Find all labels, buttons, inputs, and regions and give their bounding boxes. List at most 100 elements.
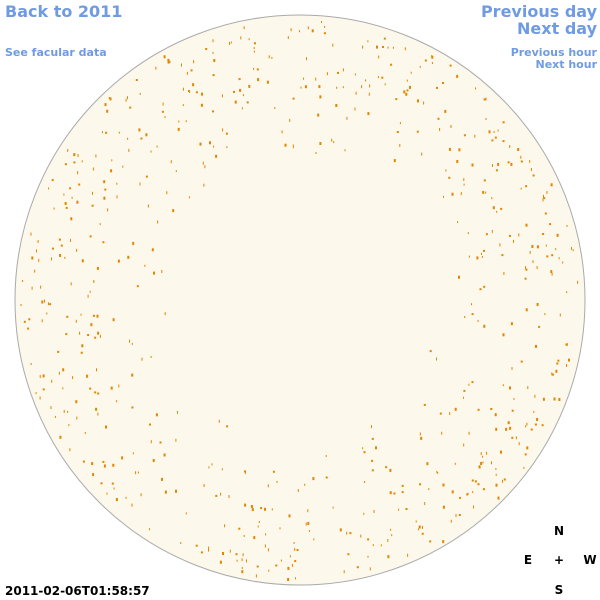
facula: [299, 30, 300, 33]
facula: [257, 525, 259, 528]
facula: [454, 407, 457, 411]
facula: [403, 90, 406, 94]
facula: [105, 425, 107, 429]
facula: [185, 512, 187, 515]
back-link[interactable]: Back to 2011: [5, 2, 122, 21]
facula: [64, 202, 67, 205]
facula: [444, 109, 447, 113]
facula: [482, 455, 484, 458]
facula: [439, 412, 442, 415]
facula: [260, 507, 263, 509]
facula: [220, 492, 222, 496]
facula: [116, 400, 118, 403]
facula: [485, 97, 487, 101]
facula: [566, 364, 567, 367]
facula: [307, 509, 309, 513]
facula: [577, 280, 579, 284]
facula: [417, 99, 419, 103]
facula: [95, 154, 97, 158]
facula: [149, 423, 151, 426]
facula: [65, 333, 68, 336]
facula: [382, 46, 384, 48]
facula: [458, 148, 461, 152]
facular-link[interactable]: See facular data: [5, 46, 107, 59]
facula: [81, 259, 84, 263]
facula: [445, 169, 447, 172]
facula: [371, 425, 372, 429]
facula: [93, 280, 95, 283]
facula: [342, 86, 344, 89]
facula: [389, 468, 392, 472]
facula: [287, 36, 289, 40]
facula: [448, 147, 451, 151]
facula: [86, 374, 89, 378]
facula: [313, 538, 315, 541]
facula: [128, 148, 130, 152]
facula: [121, 456, 124, 460]
facula: [369, 567, 371, 571]
previous-day-link[interactable]: Previous day: [481, 2, 598, 21]
facula: [271, 56, 273, 59]
facula: [381, 76, 384, 79]
facula: [95, 407, 98, 411]
facula: [336, 86, 338, 89]
facula: [200, 551, 203, 554]
facula: [131, 406, 134, 409]
facula: [326, 72, 328, 76]
facula: [208, 548, 209, 552]
facula: [518, 442, 520, 446]
facula: [542, 233, 545, 235]
facula: [51, 379, 53, 383]
next-hour-link[interactable]: Next hour: [536, 58, 598, 71]
facula: [70, 217, 73, 221]
facula: [258, 521, 260, 523]
facula: [552, 373, 554, 376]
facula: [68, 424, 70, 427]
facula: [395, 98, 398, 101]
previous-hour-link[interactable]: Previous hour: [511, 46, 598, 59]
facula: [572, 249, 574, 252]
facula: [27, 327, 30, 330]
facula: [437, 117, 440, 120]
facula: [235, 553, 238, 556]
facula: [57, 350, 60, 353]
next-day-link[interactable]: Next day: [517, 19, 598, 38]
facula: [509, 386, 511, 390]
facula: [67, 410, 69, 413]
facula: [31, 286, 33, 290]
facula: [135, 79, 138, 81]
facula: [79, 331, 81, 335]
facula: [94, 336, 97, 339]
facula: [387, 539, 389, 542]
facula: [424, 59, 427, 62]
facula: [333, 141, 335, 144]
facula: [419, 483, 422, 486]
facula: [533, 410, 535, 413]
facula: [332, 506, 334, 509]
facula: [213, 145, 215, 148]
facula: [491, 197, 493, 199]
facula: [102, 241, 105, 244]
facula: [69, 187, 72, 190]
facula: [318, 85, 321, 89]
facula: [37, 240, 39, 243]
facula: [111, 159, 113, 162]
facula: [39, 396, 41, 400]
facula: [354, 73, 356, 76]
facula: [478, 465, 481, 469]
facula: [104, 103, 107, 107]
facula: [92, 191, 93, 195]
facula: [471, 163, 474, 167]
facula: [337, 71, 339, 74]
facula: [145, 175, 148, 178]
facula: [226, 146, 228, 149]
facula: [20, 304, 22, 306]
facula: [399, 122, 401, 125]
facula: [546, 191, 548, 194]
facula: [293, 542, 295, 544]
facula: [30, 363, 32, 365]
facula: [164, 490, 167, 494]
facula: [131, 373, 134, 377]
facula: [477, 408, 480, 411]
facula: [222, 552, 224, 555]
